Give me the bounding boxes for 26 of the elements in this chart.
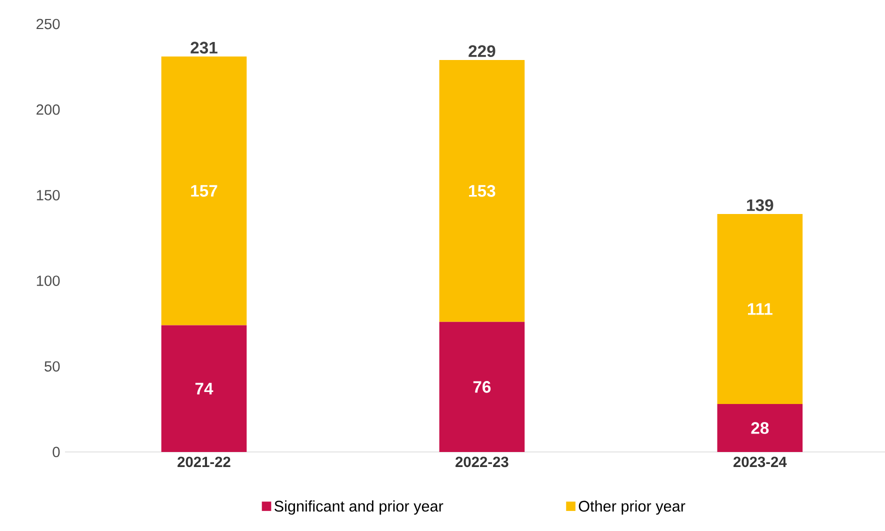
bar (161, 56, 247, 326)
bar (439, 322, 525, 452)
total-label: 229 (468, 45, 496, 58)
x-tick-label: 2021-22 (178, 456, 230, 468)
bar (439, 60, 525, 322)
data-label: 76 (473, 381, 491, 393)
x-tick-label: 2022-23 (456, 456, 508, 468)
bar (717, 214, 803, 404)
y-tick-label: 250 (36, 18, 60, 30)
total-label: 139 (747, 199, 774, 212)
data-label: 111 (748, 303, 772, 315)
y-tick-label: 100 (36, 276, 60, 286)
bar (717, 404, 803, 452)
y-tick-label: 150 (36, 190, 60, 200)
total-label: 231 (190, 42, 218, 54)
bar (161, 325, 247, 452)
data-label: 157 (191, 185, 218, 197)
data-label: 74 (195, 382, 214, 394)
data-label: 28 (751, 422, 769, 434)
legend-label: Other prior year (578, 500, 686, 515)
data-label: 153 (469, 185, 496, 197)
legend-label: Significant and prior year (274, 500, 444, 515)
y-tick-label: 0 (52, 446, 60, 458)
x-tick-label: 2023-24 (734, 456, 787, 468)
y-tick-label: 50 (44, 361, 60, 372)
y-tick-label: 200 (36, 104, 60, 115)
